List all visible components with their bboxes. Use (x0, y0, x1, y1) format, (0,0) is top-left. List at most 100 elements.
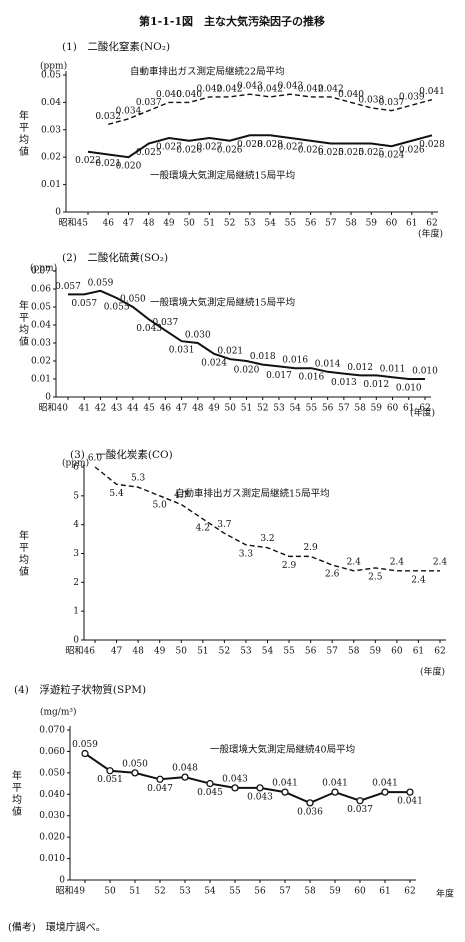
x-tick-label: 57 (325, 219, 337, 229)
value-label: 0.010 (396, 384, 422, 394)
x-tick-label: 61 (379, 887, 390, 897)
value-label: 0.039 (399, 93, 425, 103)
x-tick-label: 52 (224, 219, 235, 229)
x-tick-label: 51 (241, 404, 252, 414)
value-label: 2.4 (433, 557, 448, 567)
x-tick-label: 45 (143, 404, 155, 414)
x-tick-label: 54 (264, 219, 276, 229)
x-tick-label: 48 (192, 404, 204, 414)
point (231, 784, 239, 792)
x-tick-label: 47 (176, 404, 188, 414)
value-label: 0.025 (338, 148, 364, 158)
x-tick-label: 54 (289, 404, 301, 414)
x-tick-label: 42 (95, 404, 106, 414)
point (356, 797, 364, 805)
value-label: 0.040 (176, 90, 202, 100)
series-name: 一般環境大気測定局継続15局平均 (150, 297, 295, 309)
value-label: 0.042 (318, 84, 344, 94)
value-label: 0.024 (201, 358, 227, 368)
value-label: 0.037 (136, 98, 162, 108)
value-label: 0.026 (298, 145, 324, 155)
y-tick-label: 0.03 (31, 339, 51, 349)
point (406, 788, 414, 796)
y-tick-label: 4 (73, 520, 79, 530)
value-label: 0.030 (185, 331, 211, 341)
series-name: 一般環境大気測定局継続15局平均 (150, 170, 295, 182)
value-label: 0.042 (197, 84, 223, 94)
x-tick-label: 46 (103, 219, 115, 229)
value-label: 0.041 (372, 779, 398, 789)
value-label: 0.028 (237, 140, 263, 150)
x-tick-label: 56 (254, 887, 266, 897)
value-label: 4.2 (196, 523, 210, 533)
x-tick-label: 50 (183, 219, 195, 229)
x-tick-label: 49 (163, 219, 175, 229)
x-tick-label: 55 (285, 219, 297, 229)
x-axis-label: (年度) (420, 666, 445, 678)
point (156, 775, 164, 783)
y-tick-label: 0.02 (31, 357, 51, 367)
value-label: 0.020 (234, 366, 260, 376)
x-tick-label: 50 (176, 647, 188, 657)
x-tick-label: 昭和40 (39, 403, 69, 414)
y-tick-label: 0.040 (39, 790, 65, 800)
value-label: 3.7 (217, 520, 232, 530)
value-label: 0.018 (250, 352, 276, 362)
series-name: 一般環境大気測定局継続40局平均 (210, 744, 355, 756)
y-tick-label: 3 (73, 549, 79, 559)
y-tick-label: 6 (73, 463, 79, 473)
series-name: 自動車排出ガス測定局継続22局平均 (130, 66, 285, 78)
value-label: 0.017 (266, 371, 292, 381)
x-tick-label: 49 (154, 647, 166, 657)
value-label: 3.2 (260, 534, 274, 544)
point (281, 788, 289, 796)
value-label: 0.041 (419, 87, 445, 97)
chart-subtitle: (4) 浮遊粒子状物質(SPM) (14, 683, 146, 696)
y-tick-label: 0 (59, 876, 65, 886)
value-label: 0.038 (358, 95, 384, 105)
x-tick-label: 58 (354, 404, 366, 414)
x-tick-label: 62 (426, 219, 437, 229)
value-label: 0.027 (156, 143, 182, 153)
value-label: 2.9 (282, 561, 297, 571)
x-tick-label: 52 (257, 404, 268, 414)
value-label: 0.047 (147, 784, 173, 794)
x-tick-label: 61 (406, 219, 417, 229)
value-label: 0.040 (156, 90, 182, 100)
x-tick-label: 56 (305, 647, 317, 657)
x-tick-label: 46 (160, 404, 172, 414)
value-label: 0.040 (338, 90, 364, 100)
x-tick-label: 54 (204, 887, 216, 897)
y-axis-label: 年平均値 (17, 299, 29, 348)
value-label: 0.050 (122, 759, 148, 769)
x-tick-label: 47 (123, 219, 135, 229)
y-tick-label: 0 (73, 636, 79, 646)
x-tick-label: 昭和49 (56, 886, 86, 897)
value-label: 6.0 (88, 454, 103, 464)
value-label: 0.020 (116, 162, 142, 172)
point (331, 788, 339, 796)
x-tick-label: 43 (111, 404, 123, 414)
x-tick-label: 56 (322, 404, 334, 414)
value-label: 0.042 (217, 84, 243, 94)
x-tick-label: 53 (273, 404, 285, 414)
y-tick-label: 0.01 (31, 375, 51, 385)
value-label: 4.7 (174, 491, 189, 501)
y-tick-label: 0.05 (41, 71, 61, 81)
value-label: 0.051 (97, 775, 123, 785)
y-tick-label: 0.070 (39, 726, 65, 736)
value-label: 0.026 (399, 145, 425, 155)
point (106, 767, 114, 775)
value-label: 0.037 (152, 318, 178, 328)
series-line (108, 93, 433, 125)
value-label: 0.043 (277, 82, 303, 92)
value-label: 0.041 (322, 779, 348, 789)
y-tick-label: 0.060 (39, 747, 65, 757)
value-label: 0.014 (315, 359, 341, 369)
x-tick-label: 60 (391, 647, 403, 657)
y-tick-label: 0.020 (39, 833, 65, 843)
value-label: 0.055 (104, 303, 130, 313)
value-label: 0.010 (412, 367, 438, 377)
x-tick-label: 61 (403, 404, 414, 414)
value-label: 0.037 (347, 805, 373, 815)
